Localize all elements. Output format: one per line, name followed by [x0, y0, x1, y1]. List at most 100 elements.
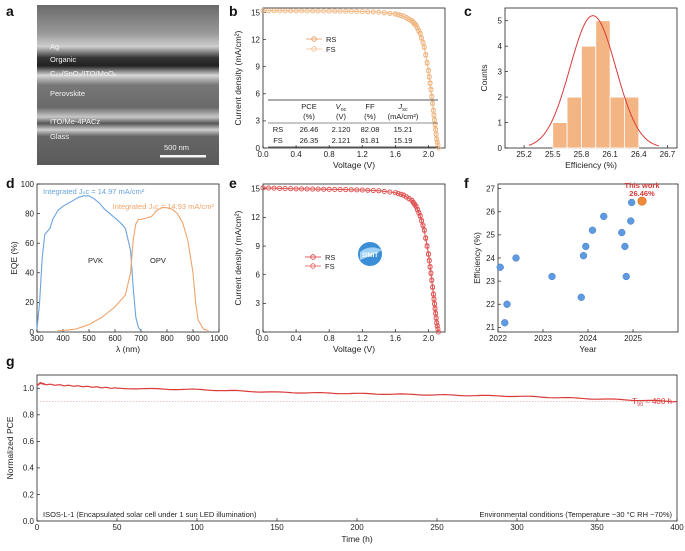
data-point-fs [293, 186, 299, 192]
data-point-fs [321, 186, 327, 192]
data-point-fs [433, 316, 439, 322]
data-point-fs [434, 320, 440, 326]
data-point-fs [299, 186, 305, 192]
y-tick-label: 6 [256, 90, 261, 99]
y-tick-label: 0.8 [23, 411, 35, 420]
legend-marker [311, 36, 317, 42]
x-tick-label: 26.7 [660, 150, 676, 159]
data-point-fs [424, 244, 430, 250]
data-point-fs [419, 36, 425, 42]
sem-layer-perovskite: Perovskite [50, 89, 85, 98]
x-axis-label: λ (nm) [116, 344, 140, 354]
table-header: FF [365, 102, 375, 111]
x-tick-label: 2022 [489, 334, 507, 343]
series-line-pvk [36, 195, 142, 331]
legend-label: FS [325, 262, 335, 271]
x-tick-label: 800 [160, 334, 174, 343]
data-point-fs [387, 11, 393, 17]
panel-e-jv-chart: 0.0 0.4 0.8 1.2 1.6 2.0 0 3 6 9 12 15 Voltage (V) Cur… [233, 183, 446, 354]
gaussian-fit-curve [528, 15, 659, 147]
data-point-fs [277, 8, 282, 14]
data-point-fs [426, 68, 431, 74]
data-point-fs [427, 81, 433, 87]
y-axis-label: Counts [479, 65, 489, 92]
data-point-fs [343, 8, 349, 14]
panel-label-b: b [229, 3, 238, 19]
data-point-fs [427, 264, 433, 270]
data-point-fs [430, 285, 436, 291]
data-point-fs [326, 186, 332, 192]
x-tick-label: 26.4 [631, 150, 647, 159]
data-point-fs [266, 8, 271, 14]
data-point-fs [403, 15, 409, 21]
histogram-bar [566, 96, 582, 149]
x-tick-label: 0 [35, 523, 40, 532]
data-point-fs [412, 22, 418, 28]
sem-layer-ctl: C₆₀/SnOₓ/ITO/MoOₓ [50, 69, 117, 78]
data-point [577, 293, 585, 301]
this-work-value: 26.46% [629, 189, 655, 198]
x-tick-label: 400 [670, 523, 684, 532]
data-point-fs [429, 94, 435, 100]
data-point [622, 272, 630, 281]
data-point-fs [435, 329, 441, 335]
y-tick-label: 0.6 [23, 437, 35, 446]
y-tick-label: 15 [251, 185, 260, 194]
x-tick-label: 2.0 [423, 334, 435, 343]
data-point-fs [337, 8, 343, 14]
data-point-fs [434, 137, 440, 143]
table-header: Voc [336, 102, 347, 113]
data-point-fs [419, 218, 425, 224]
table-cell: 15.19 [394, 136, 413, 145]
data-point-fs [365, 9, 371, 15]
table-header-unit: (V) [336, 112, 347, 121]
data-point [600, 212, 608, 221]
data-point-fs [381, 10, 387, 16]
data-point-fs [435, 326, 441, 332]
data-point-fs [409, 19, 415, 24]
series-line-fs [263, 10, 439, 149]
data-point [501, 319, 509, 327]
y-tick-label: 80 [25, 209, 34, 218]
institute-logo-swoosh-icon [360, 247, 382, 260]
data-point [582, 242, 590, 251]
x-tick-label: 25.2 [516, 150, 532, 159]
y-tick-label: 0 [256, 144, 261, 153]
data-point-fs [271, 185, 277, 191]
x-tick-label: 600 [108, 334, 122, 343]
data-point-fs [321, 8, 327, 14]
data-point-fs [413, 204, 419, 210]
data-point-fs [277, 186, 282, 191]
x-tick-label: 2023 [534, 334, 552, 343]
x-tick-label: 300 [30, 334, 44, 343]
data-point-fs [431, 297, 437, 302]
data-point-fs [430, 292, 436, 298]
y-tick-label: 9 [256, 63, 261, 72]
x-tick-label: 1.6 [390, 334, 402, 343]
sem-layer-glass: Glass [50, 132, 69, 141]
data-point-fs [282, 186, 288, 192]
data-point-fs [370, 9, 376, 15]
x-tick-label: 2.0 [423, 150, 435, 159]
data-point-fs [417, 31, 423, 37]
y-tick-label: 23 [486, 277, 495, 286]
data-point-fs [395, 12, 401, 18]
data-point-fs [426, 75, 432, 80]
data-point-fs [271, 8, 277, 14]
x-tick-label: 25.8 [574, 150, 590, 159]
data-point-fs [410, 20, 416, 26]
legend-marker [311, 46, 317, 52]
data-point-fs [282, 8, 288, 14]
data-point-fs [260, 185, 266, 191]
y-axis-label: Normalized PCE [5, 416, 15, 479]
x-tick-label: 50 [113, 523, 122, 532]
histogram-bar [595, 20, 611, 149]
x-axis-label: Year [579, 344, 596, 354]
series-line-normalized-pce [36, 381, 678, 403]
x-tick-label: 0.8 [324, 150, 336, 159]
y-tick-label: 25 [486, 231, 495, 240]
y-tick-label: 0 [256, 328, 261, 337]
x-tick-label: 100 [190, 523, 204, 532]
histogram-bar [609, 96, 625, 149]
